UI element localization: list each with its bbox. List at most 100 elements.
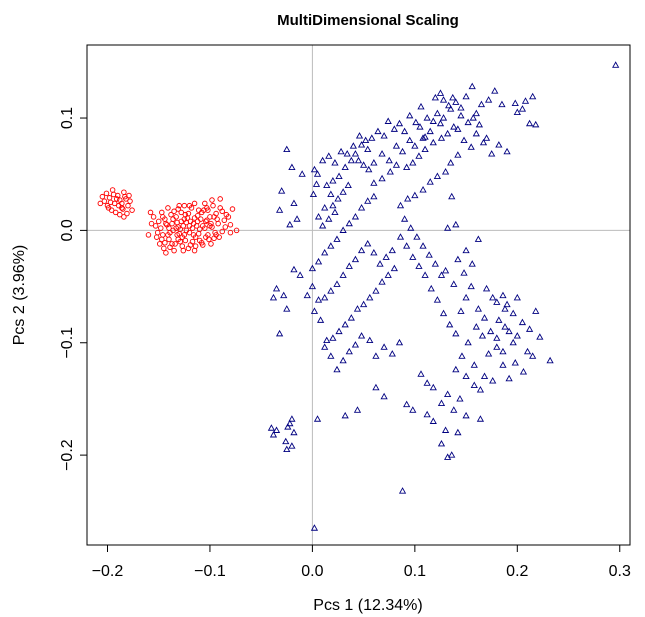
- triangle-point: [519, 368, 528, 375]
- triangle-point: [341, 411, 349, 419]
- triangle-point: [370, 159, 378, 166]
- triangle-point: [480, 372, 489, 380]
- circle-point: [159, 236, 165, 243]
- triangle-point: [290, 428, 298, 436]
- triangle-point: [398, 487, 407, 494]
- circle-point: [97, 200, 104, 207]
- y-tick-label: 0.0: [59, 219, 76, 241]
- triangle-point: [482, 134, 491, 141]
- triangle-point: [275, 329, 284, 337]
- triangle-point: [269, 293, 278, 301]
- triangle-point: [319, 156, 327, 164]
- triangle-point: [351, 212, 360, 220]
- triangle-point: [364, 197, 372, 204]
- triangle-point: [347, 156, 355, 164]
- triangle-point: [518, 318, 527, 326]
- triangle-point: [321, 203, 329, 211]
- triangle-point: [532, 120, 540, 128]
- x-tick-label: 0.2: [506, 563, 528, 580]
- triangle-point: [308, 282, 317, 290]
- triangle-point: [457, 307, 465, 314]
- triangle-point: [309, 190, 318, 197]
- circle-point: [170, 216, 176, 222]
- triangle-point: [398, 147, 407, 155]
- circle-point: [211, 214, 217, 220]
- triangle-point: [388, 350, 396, 357]
- triangle-point: [462, 372, 470, 380]
- circle-point: [120, 206, 126, 212]
- triangle-point: [353, 305, 362, 312]
- triangle-point: [437, 399, 446, 406]
- triangle-point: [335, 327, 343, 335]
- triangle-point: [370, 248, 378, 256]
- triangle-point: [321, 248, 329, 256]
- triangle-point: [499, 361, 507, 368]
- circle-point: [191, 200, 198, 207]
- triangle-point: [355, 132, 364, 139]
- circle-point: [219, 208, 225, 215]
- triangle-point: [288, 442, 296, 449]
- triangle-point: [458, 352, 466, 359]
- x-axis-label: Pcs 1 (12.34%): [313, 597, 422, 614]
- triangle-point: [452, 329, 460, 337]
- triangle-point: [464, 338, 472, 346]
- triangle-point: [288, 415, 296, 422]
- circle-point: [210, 202, 216, 209]
- triangle-point: [468, 82, 476, 90]
- circle-point: [233, 227, 240, 234]
- triangle-point: [409, 159, 417, 166]
- triangle-point: [493, 343, 501, 350]
- triangle-point: [337, 147, 345, 155]
- circle-point: [195, 231, 202, 237]
- triangle-point: [433, 172, 442, 180]
- circle-point: [205, 207, 211, 213]
- x-tick-label: 0.1: [404, 563, 426, 580]
- triangle-point: [413, 233, 421, 240]
- triangle-point: [396, 201, 405, 209]
- triangle-point: [513, 332, 521, 339]
- triangle-point: [482, 284, 491, 292]
- triangle-point: [513, 108, 521, 115]
- triangle-point: [457, 111, 465, 119]
- triangle-point: [386, 168, 394, 175]
- triangle-point: [474, 305, 482, 312]
- circle-point: [229, 206, 236, 212]
- data-points: [97, 61, 620, 531]
- triangle-point: [293, 215, 301, 222]
- triangle-point: [313, 170, 322, 177]
- circle-point: [225, 214, 232, 220]
- circle-point: [154, 229, 161, 236]
- circle-point: [152, 223, 159, 229]
- triangle-point: [316, 316, 325, 323]
- triangle-point: [385, 156, 393, 164]
- triangle-point: [441, 266, 450, 274]
- triangle-point: [505, 327, 513, 335]
- triangle-point: [388, 246, 396, 254]
- circle-point: [117, 211, 123, 218]
- circle-point: [191, 215, 198, 221]
- triangle-point: [499, 291, 507, 299]
- triangle-point: [426, 178, 434, 185]
- triangle-point: [396, 233, 405, 240]
- circle-point: [185, 210, 192, 217]
- circle-point: [186, 202, 193, 209]
- triangle-point: [429, 138, 437, 146]
- triangle-point: [427, 284, 435, 292]
- circle-point: [110, 191, 117, 198]
- circle-point: [213, 232, 219, 238]
- triangle-point: [431, 260, 439, 267]
- triangle-point: [314, 212, 323, 220]
- triangle-point: [323, 181, 331, 188]
- triangle-point: [400, 127, 409, 135]
- triangle-point: [484, 96, 493, 103]
- circle-point: [161, 245, 167, 252]
- x-axis: −0.2 −0.1 0.0 0.1 0.2 0.3: [92, 544, 631, 580]
- triangle-point: [280, 291, 288, 299]
- circle-point: [160, 214, 166, 220]
- triangle-point: [437, 134, 446, 141]
- y-axis: −0.2 −0.1 0.0 0.1: [59, 107, 88, 471]
- triangle-point: [357, 332, 366, 339]
- triangle-point: [374, 127, 382, 135]
